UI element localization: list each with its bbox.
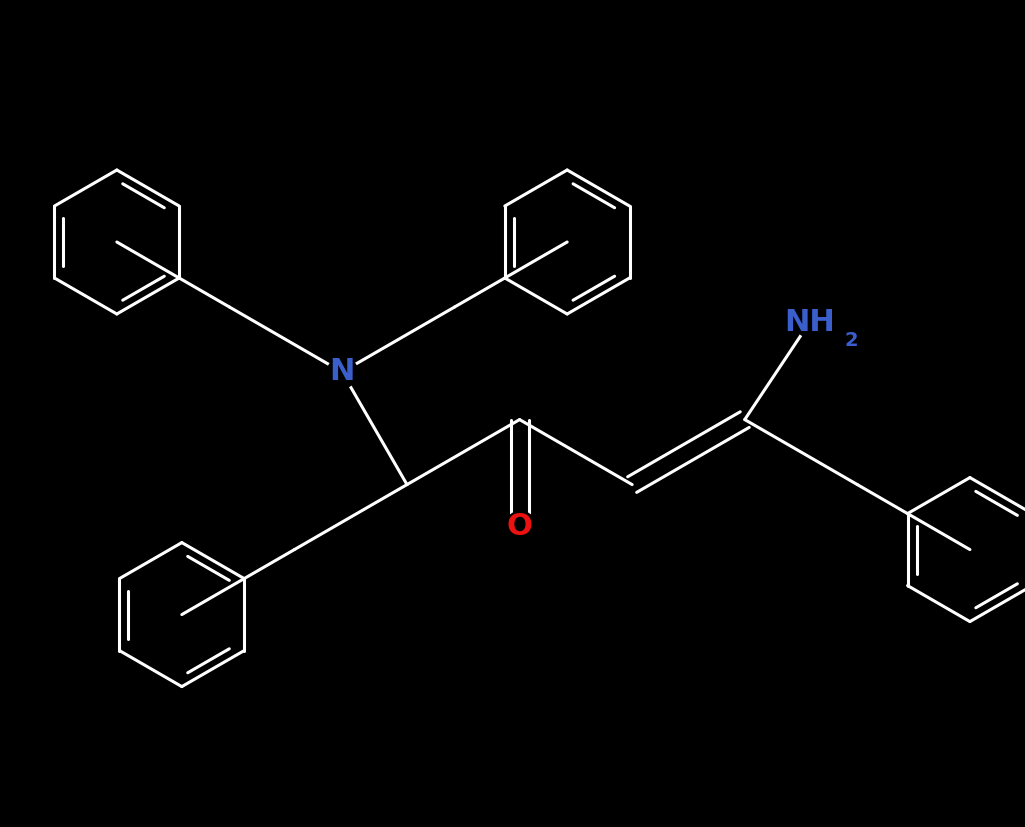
Text: O: O bbox=[506, 512, 533, 541]
Text: NH: NH bbox=[784, 308, 835, 337]
Text: 2: 2 bbox=[845, 331, 859, 350]
Text: N: N bbox=[329, 357, 355, 386]
